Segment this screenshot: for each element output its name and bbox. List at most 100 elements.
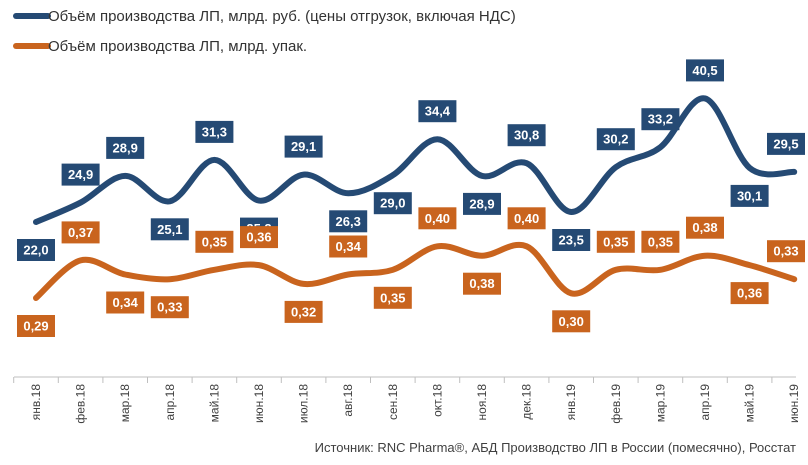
data-label-text: 25,1 [157,222,182,237]
x-tick-label: апр.18 [163,384,177,421]
x-tick-label: апр.19 [698,384,712,421]
data-label-box [730,282,769,305]
data-label-box [418,207,457,230]
data-label-text: 30,8 [514,128,539,143]
data-label-box [767,132,805,155]
data-label: 28,9 [463,192,501,215]
data-label-text: 0,35 [380,290,405,305]
x-tick-label: янв.18 [29,384,43,421]
data-label-box [596,230,635,253]
data-label-text: 29,5 [773,136,798,151]
data-label-box [641,230,680,253]
data-label-box [150,218,189,241]
data-label-text: 30,1 [737,188,762,203]
data-label: 29,0 [373,192,412,215]
x-tick-label: июн.18 [252,384,266,423]
data-label: 0,35 [373,286,412,309]
data-label-text: 0,38 [692,220,717,235]
data-label-text: 0,36 [737,286,762,301]
data-label: 0,36 [240,226,278,249]
data-label-box [284,135,323,158]
data-label: 0,32 [284,300,323,323]
legend-label-rub: Объём производства ЛП, млрд. руб. (цены … [48,8,516,25]
data-label-box [150,296,189,319]
data-label-text: 33,2 [648,112,673,127]
data-label-text: 0,40 [425,211,450,226]
data-label: 0,35 [596,230,635,253]
data-label-box [686,216,724,239]
data-label-text: 26,3 [336,214,361,229]
data-label-box [463,272,501,295]
data-label-text: 29,0 [380,196,405,211]
x-tick-label: июн.19 [787,384,801,423]
x-tick-label: янв.19 [564,384,578,421]
x-tick-label: июл.18 [297,384,311,423]
data-label-box [730,184,769,207]
data-label: 0,37 [61,221,100,244]
data-label: 0,34 [329,235,368,258]
data-label: 0,33 [767,240,805,263]
x-tick-label: дек.18 [520,384,534,420]
data-label-box [418,100,457,123]
data-label-text: 0,29 [23,319,48,334]
data-label-box [686,59,724,82]
data-label-box [61,163,100,186]
data-label-text: 24,9 [68,167,93,182]
data-label-text: 34,4 [425,104,451,119]
data-label-box [463,192,501,215]
data-label: 29,5 [767,132,805,155]
data-label-box [596,128,635,151]
data-label: 30,2 [596,128,635,151]
data-label-box [507,207,546,230]
data-label: 0,35 [195,230,234,253]
data-label-box [329,235,368,258]
data-label-box [195,120,234,143]
data-label-box [17,239,55,261]
data-label: 0,35 [641,230,680,253]
data-label-box [329,210,368,233]
data-label-text: 0,36 [246,230,271,245]
data-label-text: 0,37 [68,225,93,240]
data-label-text: 22,0 [23,243,48,258]
x-tick-label: ноя.18 [475,384,489,421]
data-label: 0,40 [418,207,457,230]
data-label: 29,1 [284,135,323,158]
data-label-text: 0,34 [113,295,139,310]
data-label-box [61,221,100,244]
data-label-text: 23,5 [559,233,584,248]
x-tick-label: окт.18 [430,384,444,417]
data-label: 0,36 [730,282,769,305]
x-tick-label: мар.19 [653,384,667,423]
data-label: 30,8 [507,124,546,147]
chart-marks: 22,024,928,925,131,325,229,126,329,034,4… [17,59,805,337]
data-label: 0,38 [463,272,501,295]
series-line-0 [33,95,798,225]
data-label-text: 0,34 [336,239,362,254]
data-label-box [240,226,278,249]
data-label: 33,2 [641,108,680,131]
data-label-box [195,230,234,253]
data-label: 40,5 [686,59,724,82]
data-label: 31,3 [195,120,234,143]
data-label-text: 0,30 [559,314,584,329]
data-label-box [507,124,546,147]
data-label-text: 0,38 [469,276,494,291]
legend-label-pack: Объём производства ЛП, млрд. упак. [48,38,307,55]
data-label-box [373,286,412,309]
data-label-box [17,315,55,337]
data-label-box [106,136,145,159]
data-label-text: 29,1 [291,139,316,154]
data-label: 0,30 [552,310,591,333]
data-label: 25,1 [150,218,189,241]
data-label: 34,4 [418,100,457,123]
source-note: Источник: RNC Pharma®, АБД Производство … [315,440,796,455]
data-label: 0,38 [686,216,724,239]
data-label-box [106,291,145,314]
data-label: 30,1 [730,184,769,207]
x-tick-label: мар.18 [118,384,132,423]
data-label: 0,40 [507,207,546,230]
data-label: 28,9 [106,136,145,159]
x-tick-label: май.19 [743,384,757,423]
x-tick-label: фев.18 [74,384,88,424]
